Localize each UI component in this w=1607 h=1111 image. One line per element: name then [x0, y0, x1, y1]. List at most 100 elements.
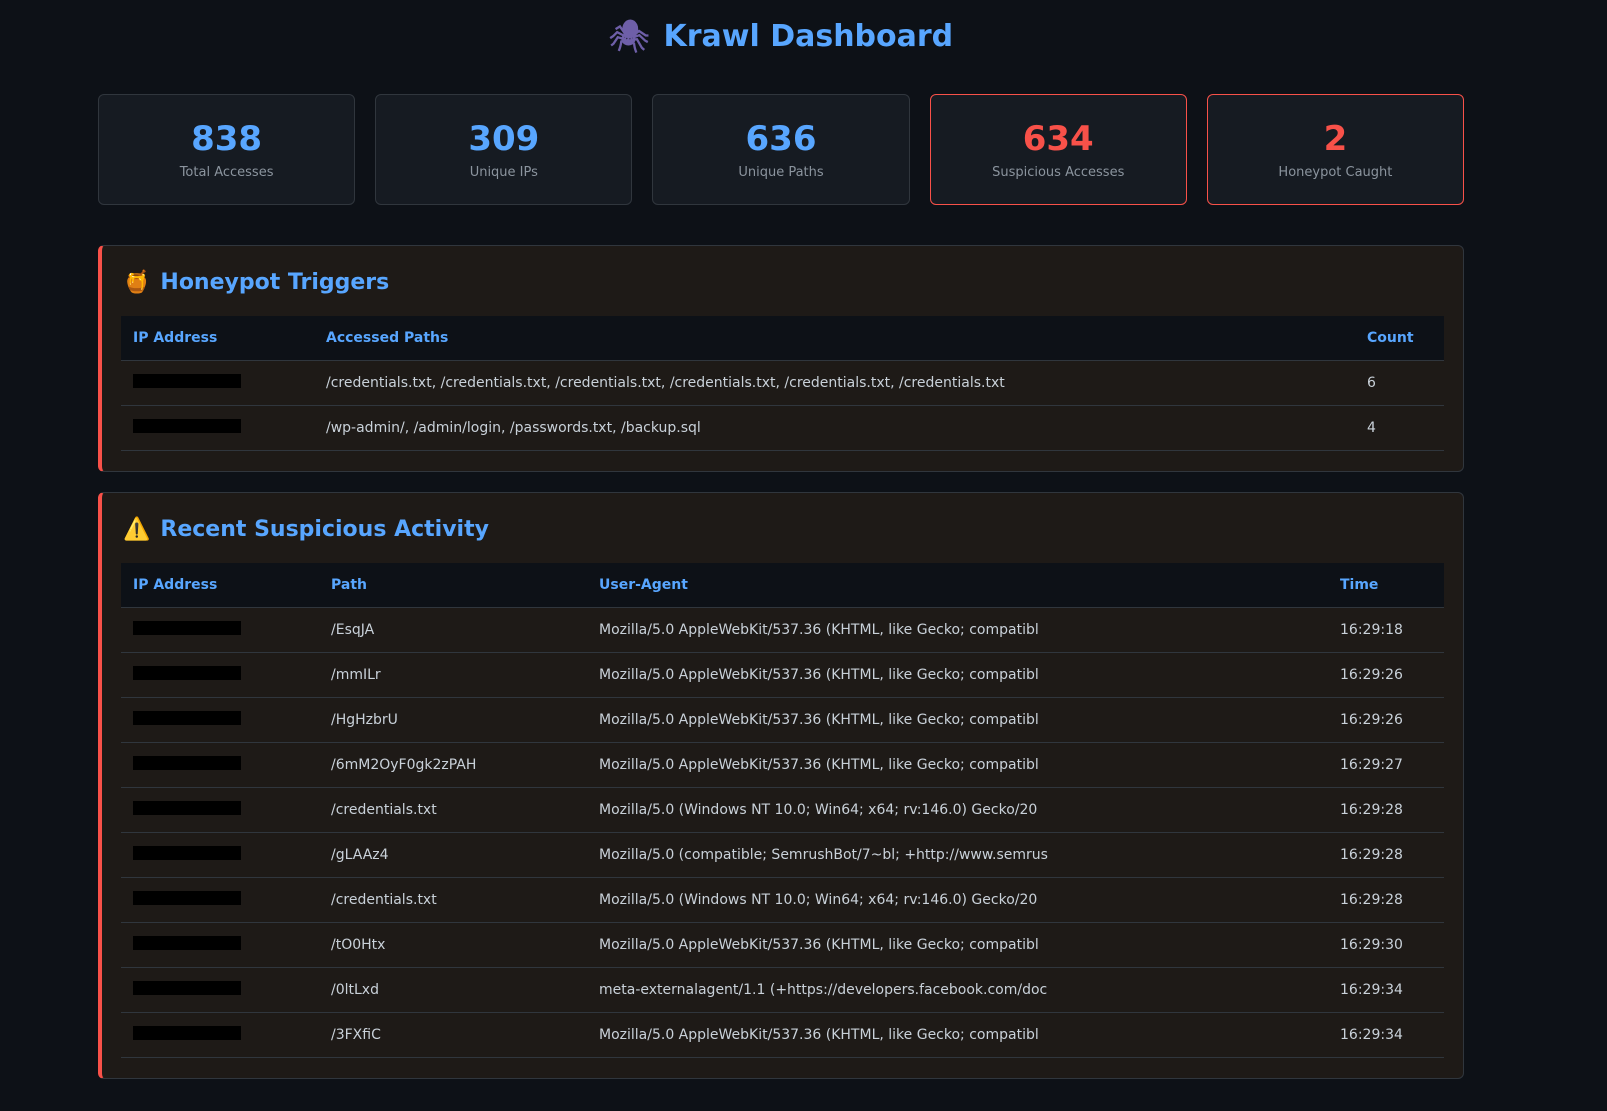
stat-label: Unique IPs — [469, 165, 538, 180]
user-agent-cell: Mozilla/5.0 AppleWebKit/537.36 (KHTML, l… — [587, 742, 1328, 788]
path-cell: /0ltLxd — [319, 967, 587, 1013]
spider-icon: 🕷 — [608, 17, 650, 55]
table-row: /HgHzbrU Mozilla/5.0 AppleWebKit/537.36 (… — [121, 697, 1444, 743]
page-title: Krawl Dashboard — [663, 18, 954, 54]
stat-unique-ips: 309 Unique IPs — [375, 94, 633, 205]
user-agent-cell: Mozilla/5.0 AppleWebKit/537.36 (KHTML, l… — [587, 607, 1328, 653]
ip-cell — [121, 922, 319, 968]
ip-cell — [121, 832, 319, 878]
table-row: /0ltLxd meta-externalagent/1.1 (+https://… — [121, 967, 1444, 1013]
redacted-ip — [133, 756, 241, 770]
ip-cell — [121, 787, 319, 833]
paths-cell: /credentials.txt, /credentials.txt, /cre… — [314, 360, 1355, 406]
stat-value: 634 — [1022, 119, 1094, 159]
column-header[interactable]: Count — [1355, 316, 1444, 361]
table-row: /3FXfiC Mozilla/5.0 AppleWebKit/537.36 (K… — [121, 1012, 1444, 1058]
paths-cell: /wp-admin/, /admin/login, /passwords.txt… — [314, 405, 1355, 451]
user-agent-cell: Mozilla/5.0 (Windows NT 10.0; Win64; x64… — [587, 787, 1328, 833]
honeypot-triggers-section: 🍯 Honeypot Triggers IP Address Accessed P… — [98, 245, 1464, 472]
section-title-text: Recent Suspicious Activity — [160, 516, 489, 542]
ip-cell — [121, 360, 314, 406]
path-cell: /credentials.txt — [319, 787, 587, 833]
time-cell: 16:29:28 — [1328, 832, 1444, 878]
redacted-ip — [133, 801, 241, 815]
redacted-ip — [133, 374, 241, 388]
table-row: /credentials.txt Mozilla/5.0 (Windows NT … — [121, 787, 1444, 833]
time-cell: 16:29:34 — [1328, 1012, 1444, 1058]
stat-value: 838 — [191, 119, 263, 159]
redacted-ip — [133, 711, 241, 725]
user-agent-cell: Mozilla/5.0 AppleWebKit/537.36 (KHTML, l… — [587, 652, 1328, 698]
path-cell: /gLAAz4 — [319, 832, 587, 878]
path-cell: /EsqJA — [319, 607, 587, 653]
redacted-ip — [133, 1026, 241, 1040]
user-agent-cell: Mozilla/5.0 AppleWebKit/537.36 (KHTML, l… — [587, 1012, 1328, 1058]
column-header[interactable]: Path — [319, 563, 587, 608]
time-cell: 16:29:28 — [1328, 877, 1444, 923]
section-title: ⚠️ Recent Suspicious Activity — [123, 513, 1444, 545]
ip-cell — [121, 1012, 319, 1058]
column-header[interactable]: IP Address — [121, 316, 314, 361]
time-cell: 16:29:28 — [1328, 787, 1444, 833]
count-cell: 6 — [1355, 360, 1444, 406]
redacted-ip — [133, 891, 241, 905]
honey-pot-icon: 🍯 — [123, 269, 151, 295]
user-agent-cell: Mozilla/5.0 (compatible; SemrushBot/7~bl… — [587, 832, 1328, 878]
stat-value: 309 — [468, 119, 540, 159]
suspicious-activity-section: ⚠️ Recent Suspicious Activity IP Address … — [98, 492, 1464, 1079]
table-row: /6mM2OyF0gk2zPAH Mozilla/5.0 AppleWebKit/… — [121, 742, 1444, 788]
user-agent-cell: Mozilla/5.0 (Windows NT 10.0; Win64; x64… — [587, 877, 1328, 923]
section-title-text: Honeypot Triggers — [160, 269, 390, 295]
time-cell: 16:29:26 — [1328, 697, 1444, 743]
stat-unique-paths: 636 Unique Paths — [652, 94, 910, 205]
column-header[interactable]: Time — [1328, 563, 1444, 608]
column-header[interactable]: User-Agent — [587, 563, 1328, 608]
redacted-ip — [133, 846, 241, 860]
user-agent-cell: meta-externalagent/1.1 (+https://develop… — [587, 967, 1328, 1013]
stats-row: 838 Total Accesses 309 Unique IPs 636 Uniqu… — [98, 94, 1465, 205]
stat-value: 2 — [1323, 119, 1348, 159]
column-header[interactable]: Accessed Paths — [314, 316, 1355, 361]
path-cell: /tO0Htx — [319, 922, 587, 968]
redacted-ip — [133, 621, 241, 635]
redacted-ip — [133, 419, 241, 433]
ip-cell — [121, 742, 319, 788]
time-cell: 16:29:27 — [1328, 742, 1444, 788]
stat-label: Unique Paths — [738, 165, 824, 180]
table-row: /gLAAz4 Mozilla/5.0 (compatible; SemrushB… — [121, 832, 1444, 878]
table-row: /credentials.txt, /credentials.txt, /cre… — [121, 360, 1444, 406]
table-row: /tO0Htx Mozilla/5.0 AppleWebKit/537.36 (K… — [121, 922, 1444, 968]
stat-label: Total Accesses — [179, 165, 274, 180]
time-cell: 16:29:30 — [1328, 922, 1444, 968]
redacted-ip — [133, 936, 241, 950]
warning-icon: ⚠️ — [123, 516, 151, 542]
ip-cell — [121, 607, 319, 653]
time-cell: 16:29:26 — [1328, 652, 1444, 698]
table-row: /mmILr Mozilla/5.0 AppleWebKit/537.36 (KH… — [121, 652, 1444, 698]
ip-cell — [121, 652, 319, 698]
user-agent-cell: Mozilla/5.0 AppleWebKit/537.36 (KHTML, l… — [587, 697, 1328, 743]
path-cell: /3FXfiC — [319, 1012, 587, 1058]
path-cell: /HgHzbrU — [319, 697, 587, 743]
stat-total-accesses: 838 Total Accesses — [98, 94, 356, 205]
path-cell: /6mM2OyF0gk2zPAH — [319, 742, 587, 788]
stat-label: Suspicious Accesses — [992, 165, 1125, 180]
stat-label: Honeypot Caught — [1278, 165, 1393, 180]
table-row: /wp-admin/, /admin/login, /passwords.txt… — [121, 405, 1444, 451]
path-cell: /mmILr — [319, 652, 587, 698]
count-cell: 4 — [1355, 405, 1444, 451]
dashboard: 🕷 Krawl Dashboard 838 Total Accesses 309 U… — [98, 0, 1465, 1079]
time-cell: 16:29:18 — [1328, 607, 1444, 653]
path-cell: /credentials.txt — [319, 877, 587, 923]
ip-cell — [121, 877, 319, 923]
page-header: 🕷 Krawl Dashboard — [98, 0, 1464, 72]
ip-cell — [121, 967, 319, 1013]
redacted-ip — [133, 981, 241, 995]
suspicious-table: IP Address Path User-Agent Time /EsqJA Mo… — [121, 563, 1444, 1058]
column-header[interactable]: IP Address — [121, 563, 319, 608]
user-agent-cell: Mozilla/5.0 AppleWebKit/537.36 (KHTML, l… — [587, 922, 1328, 968]
stat-value: 636 — [745, 119, 817, 159]
table-row: /credentials.txt Mozilla/5.0 (Windows NT … — [121, 877, 1444, 923]
section-title: 🍯 Honeypot Triggers — [123, 266, 1444, 298]
ip-cell — [121, 405, 314, 451]
